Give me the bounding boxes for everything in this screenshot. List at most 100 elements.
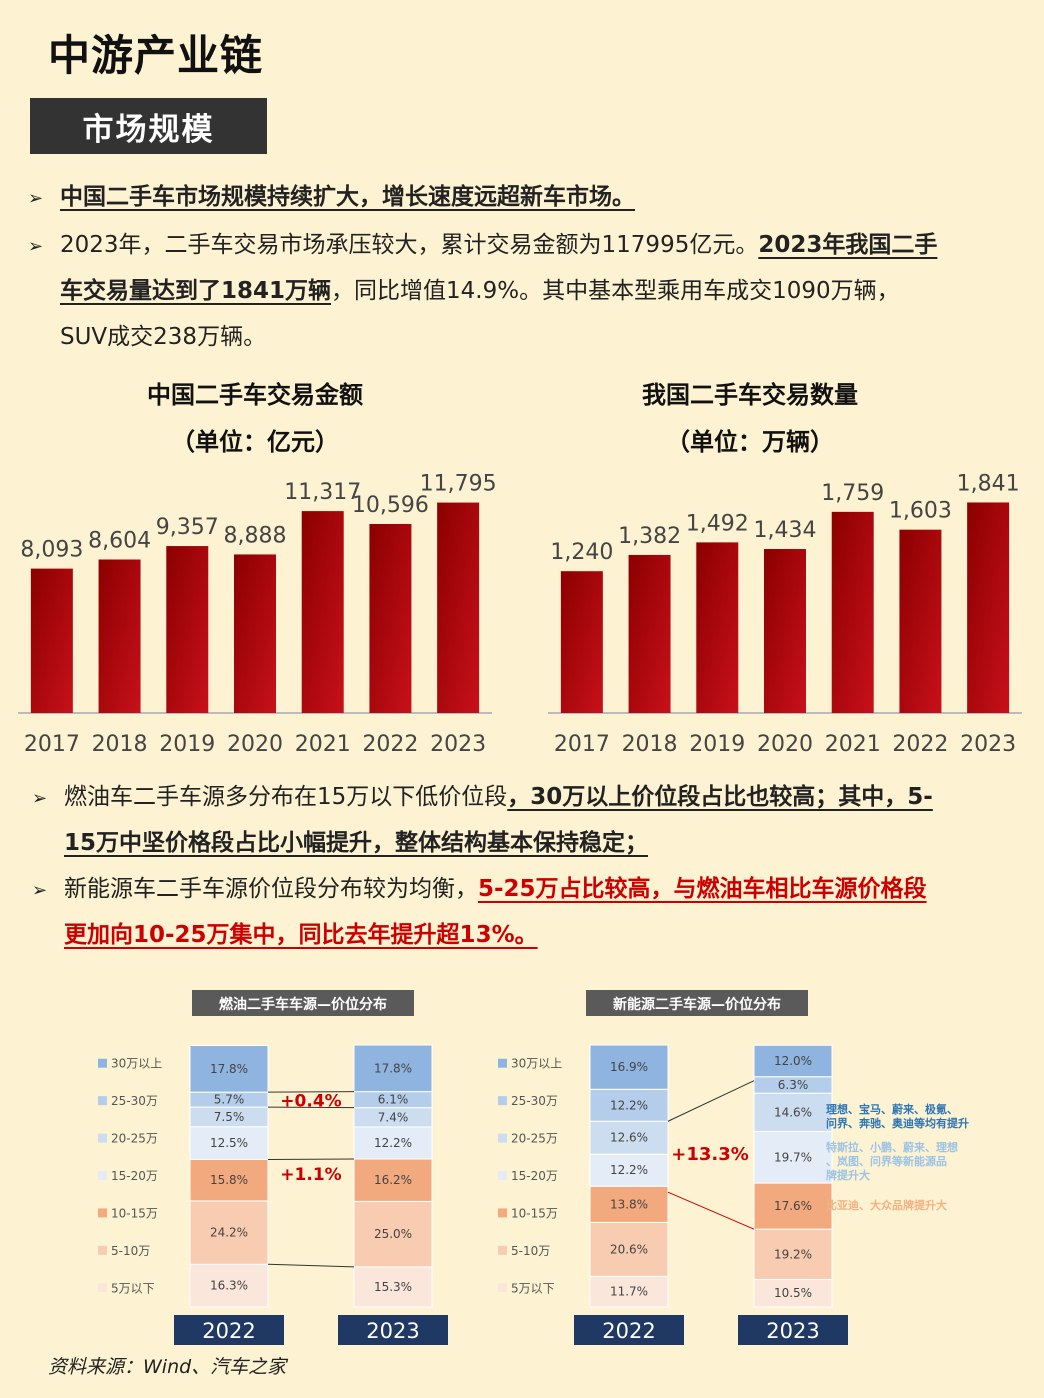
bar-2018 xyxy=(98,559,141,713)
bar-2023 xyxy=(437,502,480,713)
bullet-4-text-a: 新能源车二手车源价位段分布较为均衡， xyxy=(64,876,478,902)
bar-2019 xyxy=(696,542,739,713)
seg-label-2022-3: 12.5% xyxy=(210,1136,248,1150)
x-tick-2017: 2017 xyxy=(24,732,80,757)
seg-2022-3 xyxy=(589,1153,669,1187)
x-tick-2018: 2018 xyxy=(622,732,678,757)
seg-label-2022-2: 13.8% xyxy=(610,1197,648,1211)
seg-label-2022-5: 12.2% xyxy=(610,1098,648,1112)
seg-label-2023-2: 16.2% xyxy=(374,1173,412,1187)
legend-swatch-1 xyxy=(498,1096,507,1106)
legend-label-2: 20-25万 xyxy=(511,1132,558,1146)
seg-label-2022-2: 15.8% xyxy=(210,1173,248,1187)
legend-swatch-3 xyxy=(498,1171,507,1180)
seg-label-2023-6: 12.0% xyxy=(774,1054,812,1068)
seg-2022-1 xyxy=(189,1200,269,1265)
year-label-2022: 2022 xyxy=(602,1319,655,1343)
seg-label-2023-4: 7.4% xyxy=(378,1110,409,1124)
seg-2023-3 xyxy=(353,1126,433,1160)
seg-label-2022-1: 20.6% xyxy=(610,1242,648,1256)
data-label-2019: 9,357 xyxy=(156,515,219,540)
seg-label-2022-4: 12.6% xyxy=(610,1131,648,1145)
arrow-icon: ➢ xyxy=(32,788,48,809)
legend-swatch-6 xyxy=(98,1283,107,1293)
source-note: 资料来源：Wind、汽车之家 xyxy=(48,1356,287,1378)
legend-label-5: 5-10万 xyxy=(111,1244,150,1258)
year-box-2023 xyxy=(738,1315,848,1345)
bar-2020 xyxy=(764,549,806,713)
year-label-2023: 2023 xyxy=(766,1319,819,1343)
bar-2022 xyxy=(899,529,942,713)
legend-swatch-4 xyxy=(98,1208,107,1218)
stacked-chart-fuel: 燃油二手车车源—价位分布 30万以上 25-30万 20-25万 15-20万 10-15… xyxy=(98,990,448,1345)
x-tick-2021: 2021 xyxy=(825,732,881,757)
bullet-4: ➢ 新能源车二手车源价位段分布较为均衡，5-25万占比较高，与燃油车相比车源价格段 xyxy=(32,866,927,914)
arrow-icon: ➢ xyxy=(28,236,44,257)
section-tag: 市场规模 xyxy=(30,98,267,154)
bar-2020 xyxy=(234,554,276,713)
seg-2022-6 xyxy=(189,1045,269,1093)
seg-label-2023-3: 19.7% xyxy=(774,1150,812,1164)
seg-label-2023-4: 14.6% xyxy=(774,1105,812,1119)
bullet-3-line2-text: 15万中坚价格段占比小幅提升，整体结构基本保持稳定； xyxy=(64,830,649,856)
stacked-chart-ev: 新能源二手车源—价位分布 30万以上 25-30万 20-25万 15-20万 10-15… xyxy=(498,990,969,1345)
seg-2022-5 xyxy=(589,1088,669,1122)
bullet-2-line2-b: ，同比增值14.9%。其中基本型乘用车成交1090万辆， xyxy=(331,278,900,304)
seg-label-2023-1: 25.0% xyxy=(374,1227,412,1241)
seg-label-2022-6: 17.8% xyxy=(210,1062,248,1076)
bullet-1-text: 中国二手车市场规模持续扩大，增长速度远超新车市场。 xyxy=(60,184,635,210)
seg-2022-4 xyxy=(589,1120,669,1155)
x-tick-2021: 2021 xyxy=(295,732,351,757)
seg-2022-0 xyxy=(589,1275,669,1308)
x-tick-2022: 2022 xyxy=(362,732,418,757)
data-label-2023: 1,841 xyxy=(957,471,1020,496)
bullet-4-text-b: 5-25万占比较高，与燃油车相比车源价格段 xyxy=(478,876,927,902)
seg-label-2023-5: 6.3% xyxy=(778,1078,809,1092)
data-label-2023: 11,795 xyxy=(420,472,497,497)
bullet-2-line2: 车交易量达到了1841万辆，同比增值14.9%。其中基本型乘用车成交1090万辆… xyxy=(60,268,900,314)
seg-label-2022-5: 5.7% xyxy=(214,1093,245,1107)
note-brands-up-2: 问界、奔驰、奥迪等均有提升 xyxy=(826,1116,969,1130)
year-box-2022 xyxy=(574,1315,684,1345)
stack-title-box xyxy=(586,990,808,1016)
data-label-2017: 1,240 xyxy=(550,540,613,565)
seg-label-2023-1: 19.2% xyxy=(774,1247,812,1261)
legend-label-4: 10-15万 xyxy=(511,1206,558,1220)
bullet-2-text-b: 2023年我国二手 xyxy=(758,232,938,258)
seg-label-2023-0: 15.3% xyxy=(374,1280,412,1294)
stack-title: 新能源二手车源—价位分布 xyxy=(613,996,781,1013)
seg-2023-2 xyxy=(353,1158,433,1202)
seg-label-2022-6: 16.9% xyxy=(610,1060,648,1074)
note-ev-brands-3: 牌提升大 xyxy=(826,1168,870,1182)
legend-swatch-5 xyxy=(498,1245,507,1255)
bullet-2-text-a: 2023年，二手车交易市场承压较大，累计交易金额为117995亿元。 xyxy=(60,232,759,258)
legend-label-0: 30万以上 xyxy=(111,1057,162,1071)
chart-left-unit: （单位：亿元） xyxy=(171,428,339,456)
legend-swatch-4 xyxy=(498,1208,507,1218)
data-label-2018: 8,604 xyxy=(88,529,151,554)
legend-label-3: 15-20万 xyxy=(511,1169,558,1183)
legend-label-5: 5-10万 xyxy=(511,1244,550,1258)
seg-label-2022-0: 11.7% xyxy=(610,1285,648,1299)
seg-2023-4 xyxy=(753,1092,833,1132)
seg-label-2023-5: 6.1% xyxy=(378,1093,409,1107)
x-tick-2020: 2020 xyxy=(227,732,283,757)
bar-2018 xyxy=(628,554,671,713)
bullet-2-line3: SUV成交238万辆。 xyxy=(60,324,267,350)
bullet-1: ➢ 中国二手车市场规模持续扩大，增长速度远超新车市场。 xyxy=(28,174,635,222)
year-box-2023 xyxy=(338,1315,448,1345)
bullet-2: ➢ 2023年，二手车交易市场承压较大，累计交易金额为117995亿元。2023年… xyxy=(28,222,937,270)
legend-swatch-2 xyxy=(498,1133,507,1143)
bar-2023 xyxy=(967,502,1010,713)
bar-chart-amount: 8,093 2017 8,604 2018 9,357 2019 8,888 2020 11,3… xyxy=(18,472,497,757)
chart-left-title: 中国二手车交易金额 xyxy=(147,381,363,409)
legend-swatch-5 xyxy=(98,1245,107,1255)
x-tick-2023: 2023 xyxy=(960,732,1016,757)
seg-2023-3 xyxy=(753,1130,833,1184)
page-title: 中游产业链 xyxy=(48,31,264,80)
x-tick-2019: 2019 xyxy=(689,732,745,757)
legend-label-4: 10-15万 xyxy=(111,1206,158,1220)
connector-line xyxy=(267,1158,355,1160)
legend-swatch-2 xyxy=(98,1133,107,1143)
connector-line xyxy=(667,1080,755,1122)
